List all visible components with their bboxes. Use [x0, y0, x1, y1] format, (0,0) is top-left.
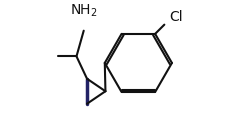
- Text: NH$_2$: NH$_2$: [70, 3, 97, 19]
- Text: Cl: Cl: [168, 10, 182, 24]
